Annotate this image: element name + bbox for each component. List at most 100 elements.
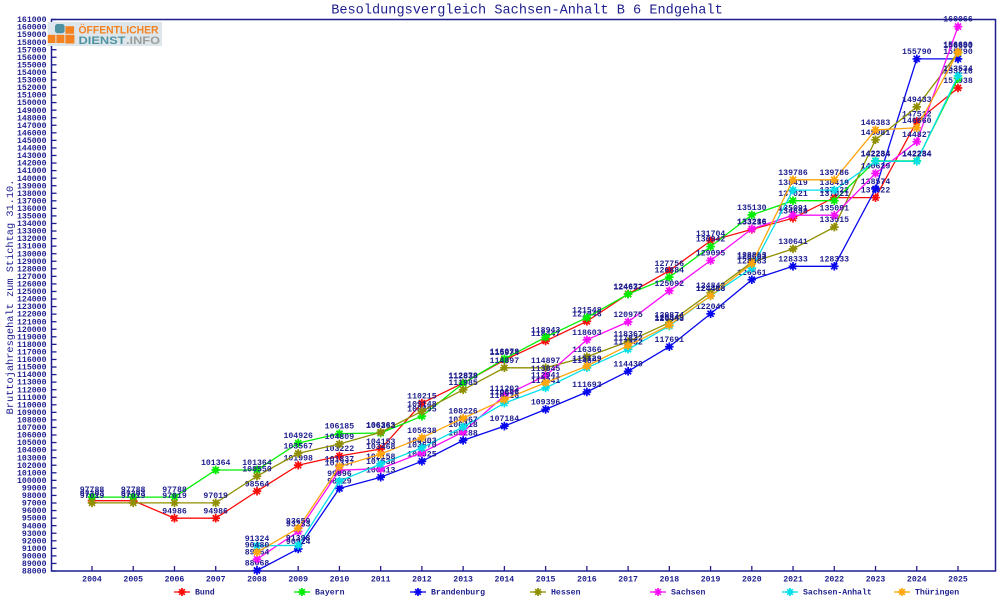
svg-text:104926: 104926	[283, 432, 313, 441]
svg-text:112000: 112000	[17, 386, 47, 395]
svg-text:158000: 158000	[17, 39, 47, 48]
svg-text:139786: 139786	[778, 169, 808, 178]
svg-text:88068: 88068	[245, 560, 270, 569]
svg-text:89000: 89000	[22, 560, 47, 569]
svg-text:115000: 115000	[17, 364, 47, 373]
svg-text:126561: 126561	[737, 269, 767, 278]
svg-text:91324: 91324	[245, 535, 270, 544]
svg-text:2009: 2009	[288, 576, 308, 585]
svg-text:94986: 94986	[162, 507, 187, 516]
svg-text:130641: 130641	[778, 238, 808, 247]
svg-text:99000: 99000	[22, 485, 47, 494]
svg-text:122046: 122046	[696, 303, 726, 312]
svg-text:149433: 149433	[902, 96, 932, 105]
svg-text:131000: 131000	[17, 243, 47, 252]
svg-text:135091: 135091	[820, 204, 850, 213]
svg-text:Thüringen: Thüringen	[915, 588, 959, 598]
svg-text:130942: 130942	[696, 236, 726, 245]
svg-text:103222: 103222	[325, 445, 355, 454]
svg-text:124000: 124000	[17, 296, 47, 305]
svg-text:111693: 111693	[572, 381, 602, 390]
svg-text:127000: 127000	[17, 273, 47, 282]
svg-text:113000: 113000	[17, 379, 47, 388]
svg-text:93659: 93659	[286, 517, 311, 526]
svg-text:120874: 120874	[655, 312, 685, 321]
svg-text:94000: 94000	[22, 522, 47, 531]
svg-text:106363: 106363	[366, 421, 396, 430]
svg-text:101998: 101998	[283, 454, 313, 463]
svg-text:114897: 114897	[490, 357, 520, 366]
svg-text:124842: 124842	[696, 282, 726, 291]
svg-text:147512: 147512	[902, 111, 932, 120]
svg-text:141000: 141000	[17, 167, 47, 176]
svg-text:110215: 110215	[407, 392, 437, 401]
svg-text:ÖFFENTLICHER: ÖFFENTLICHER	[79, 24, 159, 37]
svg-text:97019: 97019	[121, 492, 146, 501]
svg-text:97019: 97019	[162, 492, 187, 501]
svg-text:135091: 135091	[778, 204, 808, 213]
svg-text:161000: 161000	[17, 16, 47, 25]
svg-text:137000: 137000	[17, 197, 47, 206]
svg-text:Besoldungsvergleich Sachsen-An: Besoldungsvergleich Sachsen-Anhalt B 6 E…	[331, 4, 723, 19]
svg-text:155000: 155000	[17, 61, 47, 70]
svg-text:109396: 109396	[531, 399, 561, 408]
svg-text:156600: 156600	[943, 42, 973, 51]
svg-text:100550: 100550	[242, 465, 272, 474]
svg-text:Bruttojahresgehalt zum Stichta: Bruttojahresgehalt zum Stichtag 31.10.	[5, 180, 17, 415]
svg-text:140629: 140629	[861, 163, 891, 172]
svg-text:119000: 119000	[17, 333, 47, 342]
svg-text:2023: 2023	[866, 576, 886, 585]
svg-text:120433: 120433	[655, 315, 685, 324]
svg-text:115129: 115129	[572, 355, 602, 364]
svg-text:138000: 138000	[17, 190, 47, 199]
svg-text:102000: 102000	[17, 462, 47, 471]
svg-text:116366: 116366	[572, 346, 602, 355]
svg-text:91000: 91000	[22, 545, 47, 554]
svg-text:2013: 2013	[453, 576, 473, 585]
svg-text:153534: 153534	[943, 65, 973, 74]
svg-text:128333: 128333	[820, 255, 850, 264]
svg-text:128333: 128333	[778, 255, 808, 264]
svg-text:121000: 121000	[17, 318, 47, 327]
svg-text:103468: 103468	[366, 443, 396, 452]
svg-text:124637: 124637	[613, 283, 643, 292]
svg-text:100000: 100000	[17, 477, 47, 486]
svg-text:122000: 122000	[17, 311, 47, 320]
svg-text:112941: 112941	[531, 372, 561, 381]
svg-text:104153: 104153	[366, 438, 396, 447]
svg-text:114000: 114000	[17, 371, 47, 380]
svg-text:136000: 136000	[17, 205, 47, 214]
svg-text:110000: 110000	[17, 401, 47, 410]
svg-text:90480: 90480	[245, 541, 270, 550]
svg-text:144827: 144827	[902, 131, 932, 140]
svg-text:91398: 91398	[286, 534, 311, 543]
svg-text:135130: 135130	[737, 204, 767, 213]
svg-text:129095: 129095	[696, 250, 726, 259]
svg-text:128000: 128000	[17, 265, 47, 274]
svg-text:133216: 133216	[737, 219, 767, 228]
svg-text:2019: 2019	[701, 576, 721, 585]
svg-text:143000: 143000	[17, 152, 47, 161]
svg-text:101364: 101364	[201, 459, 231, 468]
svg-text:140000: 140000	[17, 175, 47, 184]
svg-text:133000: 133000	[17, 228, 47, 237]
svg-text:103567: 103567	[283, 443, 313, 452]
svg-text:139000: 139000	[17, 182, 47, 191]
svg-text:110696: 110696	[490, 389, 520, 398]
svg-text:2024: 2024	[907, 576, 927, 585]
svg-text:112838: 112838	[448, 373, 478, 382]
svg-text:101837: 101837	[325, 456, 355, 465]
svg-text:152000: 152000	[17, 84, 47, 93]
svg-text:146383: 146383	[861, 119, 891, 128]
svg-text:107184: 107184	[490, 415, 520, 424]
svg-text:97019: 97019	[203, 492, 228, 501]
svg-text:142234: 142234	[861, 150, 891, 159]
svg-text:Sachsen-Anhalt: Sachsen-Anhalt	[803, 588, 872, 598]
svg-text:138574: 138574	[861, 178, 891, 187]
svg-text:101364: 101364	[242, 459, 272, 468]
svg-text:120549: 120549	[655, 314, 685, 323]
svg-text:114430: 114430	[613, 360, 643, 369]
svg-text:156000: 156000	[17, 54, 47, 63]
svg-text:116000: 116000	[17, 356, 47, 365]
svg-text:159000: 159000	[17, 31, 47, 40]
